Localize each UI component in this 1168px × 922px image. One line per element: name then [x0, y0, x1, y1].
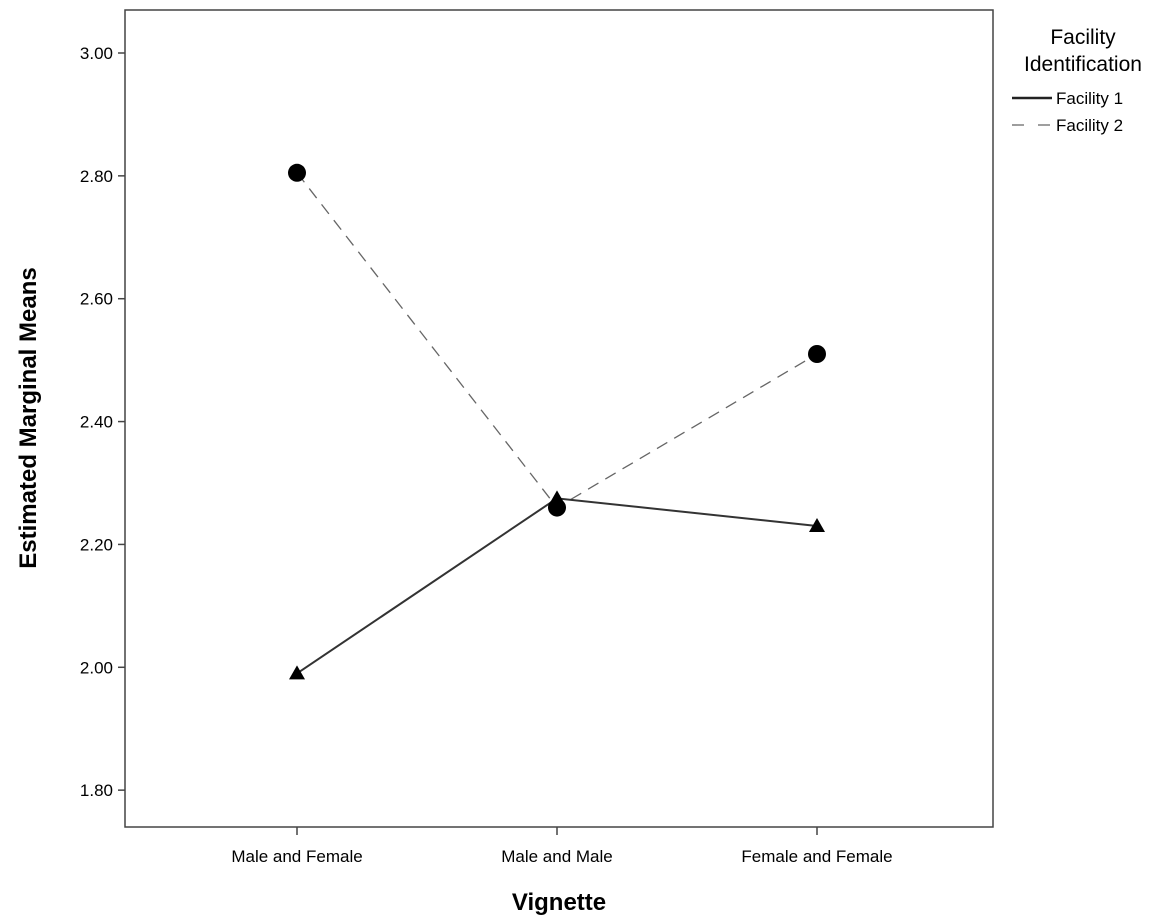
legend: Facility Identification Facility 1Facili…: [1012, 26, 1142, 135]
series-line-2: [296, 172, 818, 509]
y-axis-title: Estimated Marginal Means: [15, 267, 42, 568]
y-tick-label-1: 2.00: [80, 658, 113, 677]
x-tick-label-1: Male and Male: [501, 847, 613, 866]
y-tick-label-6: 3.00: [80, 44, 113, 63]
y-tick-label-0: 1.80: [80, 781, 113, 800]
x-tick-label-0: Male and Female: [231, 847, 362, 866]
y-tick-label-2: 2.20: [80, 535, 113, 554]
x-tick-label-2: Female and Female: [741, 847, 892, 866]
legend-entries: Facility 1 Facility 2: [1012, 89, 1123, 135]
series-1-point-0: [289, 665, 305, 680]
series-1-point-2: [809, 518, 825, 532]
y-axis: 1.80 2.00 2.20 2.40 2.60 2.80 3.00: [80, 44, 125, 800]
series-2-point-2: [808, 345, 826, 363]
legend-title-line-1: Facility: [1050, 26, 1116, 49]
y-tick-label-5: 2.80: [80, 167, 113, 186]
y-tick-label-3: 2.40: [80, 413, 113, 432]
series-lines: [296, 172, 818, 675]
legend-title-line-2: Identification: [1024, 53, 1142, 76]
x-axis-title: Vignette: [512, 889, 606, 916]
series-line-1: [296, 497, 818, 675]
series-2-point-0: [288, 163, 306, 182]
legend-label-2: Facility 2: [1056, 116, 1123, 135]
y-tick-label-4: 2.60: [80, 290, 113, 309]
legend-label-1: Facility 1: [1056, 89, 1123, 108]
x-axis: Male and Female Male and Male Female and F…: [231, 827, 893, 866]
series-1-point-1: [549, 490, 565, 505]
series-markers: [288, 163, 826, 680]
plot-frame: [124, 9, 994, 828]
